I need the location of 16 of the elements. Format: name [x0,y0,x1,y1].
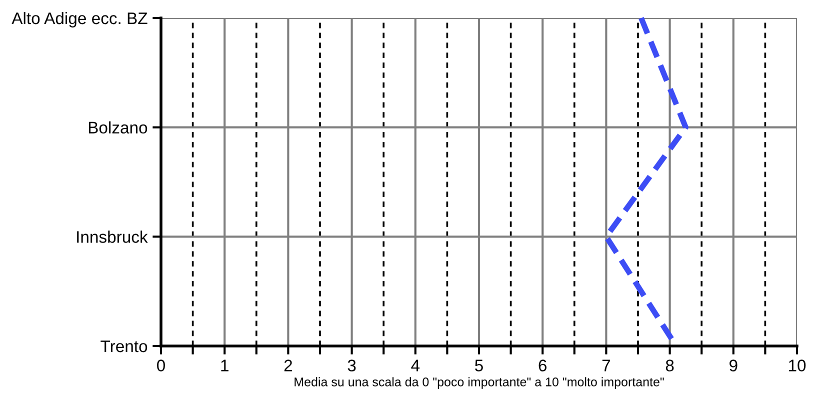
x-tick-label: 10 [789,360,806,372]
y-tick-label: Alto Adige ecc. BZ [12,12,148,28]
y-tick-label: Innsbruck [77,230,148,243]
x-tick-label: 3 [348,360,356,372]
x-tick-label: 5 [475,360,483,372]
x-tick-label: 7 [602,360,610,372]
x-tick-label: 2 [284,360,292,372]
x-tick-label: 8 [666,360,674,372]
x-tick-label: 0 [157,360,165,372]
text: Media su una scala da 0 "poco importante" a 10 "molto importante" [294,377,664,389]
x-tick-label: 1 [221,360,228,372]
y-tick-label: Trento [100,340,148,352]
x-tick-label: 4 [411,360,420,372]
x-tick-label: 6 [538,360,546,372]
y-tick-label: Bolzano [88,121,148,134]
x-tick-label: 9 [730,360,738,372]
